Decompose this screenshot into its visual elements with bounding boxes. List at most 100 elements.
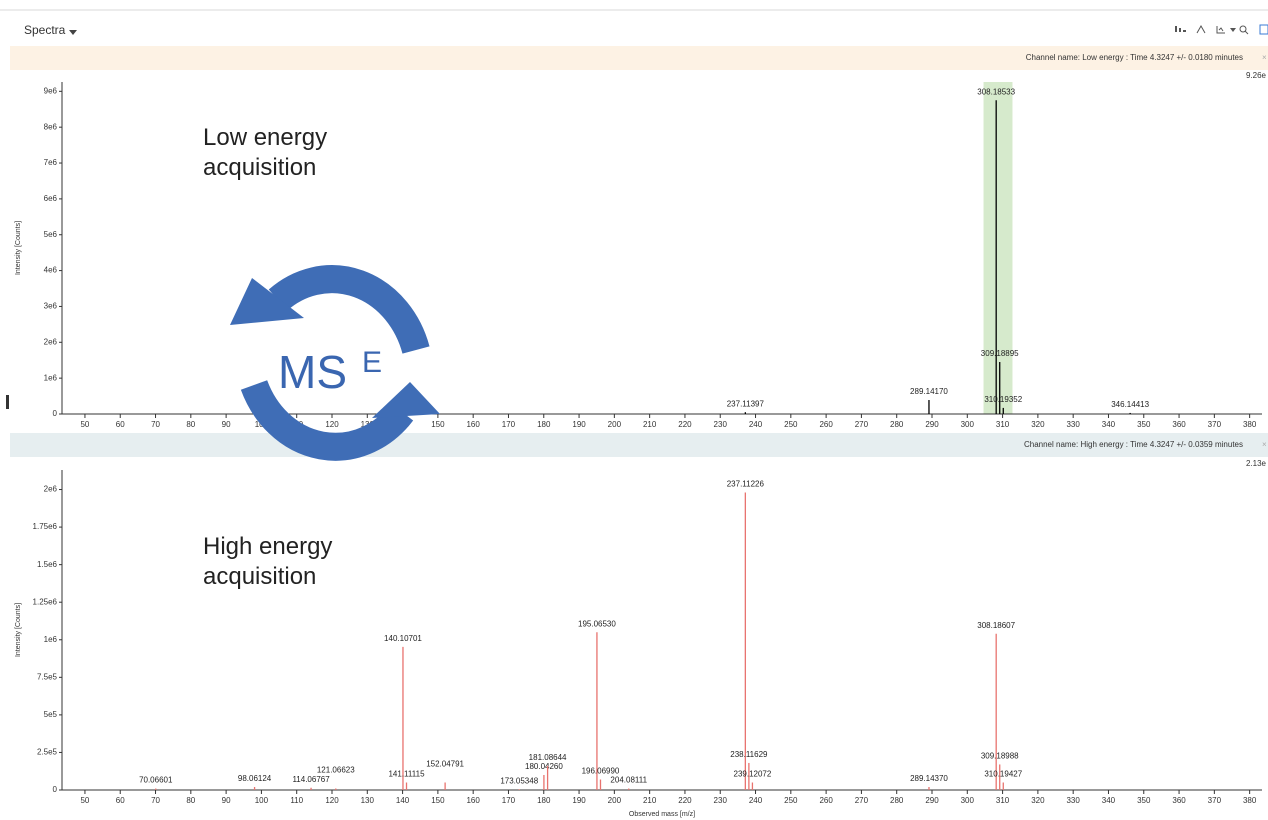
mse-superscript: E — [362, 346, 382, 379]
tool-icon[interactable] — [1259, 24, 1268, 35]
y-tick-label: 4e6 — [44, 266, 58, 275]
x-tick-label: 370 — [1208, 420, 1222, 429]
peak-label: 181.08644 — [529, 753, 567, 762]
tool-icon[interactable] — [1239, 25, 1247, 33]
arrow-head — [230, 278, 304, 325]
x-tick-label: 300 — [961, 796, 975, 805]
x-tick-label: 190 — [572, 420, 586, 429]
tool-icon[interactable] — [1183, 30, 1186, 32]
x-tick-label: 130 — [361, 796, 375, 805]
tool-icon[interactable] — [1179, 28, 1181, 32]
max-intensity: 9.26e — [1246, 71, 1267, 80]
panel-title[interactable]: Spectra — [24, 23, 66, 37]
x-tick-label: 80 — [186, 796, 195, 805]
x-tick-label: 300 — [961, 420, 975, 429]
x-tick-label: 120 — [325, 420, 339, 429]
peak-label: 310.19427 — [984, 770, 1022, 779]
x-tick-label: 340 — [1102, 796, 1116, 805]
y-tick-label: 1.25e6 — [33, 597, 58, 606]
peak-label: 289.14170 — [910, 387, 948, 396]
channel-bar — [10, 433, 1268, 457]
x-tick-label: 370 — [1208, 796, 1222, 805]
x-tick-label: 230 — [714, 796, 728, 805]
x-tick-label: 180 — [537, 796, 551, 805]
x-tick-label: 340 — [1102, 420, 1116, 429]
y-tick-label: 1e6 — [44, 635, 58, 644]
x-tick-label: 210 — [643, 796, 657, 805]
x-tick-label: 320 — [1031, 420, 1045, 429]
peak-label: 346.14413 — [1111, 400, 1149, 409]
arrow-arc — [240, 379, 414, 461]
peak-label: 310.19352 — [984, 395, 1022, 404]
peak-label: 98.06124 — [238, 774, 272, 783]
arrow-head — [372, 382, 440, 418]
tool-icon[interactable] — [1230, 28, 1236, 32]
x-tick-label: 120 — [325, 796, 339, 805]
x-tick-label: 240 — [749, 420, 763, 429]
peak-label: 204.08111 — [610, 776, 647, 785]
x-tick-label: 60 — [116, 420, 125, 429]
x-tick-label: 280 — [890, 796, 904, 805]
x-tick-label: 380 — [1243, 420, 1257, 429]
close-icon[interactable]: × — [1262, 440, 1267, 449]
x-tick-label: 50 — [80, 796, 89, 805]
x-tick-label: 320 — [1031, 796, 1045, 805]
peak-label: 195.06530 — [578, 619, 616, 628]
channel-bar — [10, 46, 1268, 70]
x-tick-label: 250 — [784, 420, 798, 429]
x-tick-label: 310 — [996, 796, 1010, 805]
x-tick-label: 160 — [466, 796, 480, 805]
peak-label: 173.05348 — [500, 776, 538, 785]
x-tick-label: 60 — [116, 796, 125, 805]
max-intensity: 2.13e — [1246, 459, 1267, 468]
x-tick-label: 100 — [255, 796, 269, 805]
y-tick-label: 1.75e6 — [33, 522, 58, 531]
selection-highlight — [983, 82, 1013, 414]
x-tick-label: 140 — [396, 796, 410, 805]
peak-label: 309.18895 — [981, 349, 1019, 358]
y-tick-label: 7e6 — [44, 158, 58, 167]
x-tick-label: 360 — [1172, 420, 1186, 429]
arrow-arc — [268, 265, 430, 354]
y-tick-label: 3e6 — [44, 302, 58, 311]
peak-label: 308.18607 — [977, 621, 1015, 630]
dropdown-arrow[interactable] — [69, 30, 77, 35]
x-tick-label: 360 — [1172, 796, 1186, 805]
peak-label: 238.11629 — [730, 750, 768, 759]
tool-icon[interactable] — [1244, 30, 1249, 35]
toolbar — [1175, 24, 1268, 35]
x-tick-label: 280 — [890, 420, 904, 429]
x-tick-label: 330 — [1066, 420, 1080, 429]
peak-label: 196.06990 — [582, 767, 620, 776]
y-tick-label: 0 — [53, 785, 58, 794]
x-tick-label: 150 — [431, 796, 445, 805]
x-tick-label: 190 — [572, 796, 586, 805]
x-tick-label: 310 — [996, 420, 1010, 429]
x-tick-label: 200 — [608, 420, 622, 429]
x-tick-label: 270 — [855, 420, 869, 429]
peak-label: 114.06767 — [292, 775, 330, 784]
y-tick-label: 9e6 — [44, 86, 58, 95]
cycle-arrows: MS E — [230, 265, 440, 461]
peak-label: 237.11226 — [727, 480, 765, 489]
tool-icon[interactable] — [1175, 26, 1177, 32]
tool-icon[interactable] — [1216, 26, 1225, 34]
x-tick-label: 380 — [1243, 796, 1257, 805]
y-axis-label: Intensity [Counts] — [15, 221, 22, 275]
x-tick-label: 160 — [466, 420, 480, 429]
splitter-handle[interactable] — [6, 395, 9, 409]
x-axis-label: Observed mass [m/z] — [629, 811, 695, 818]
x-tick-label: 270 — [855, 796, 869, 805]
low-energy-label: Low energy acquisition — [203, 124, 328, 181]
tool-icon[interactable] — [1196, 24, 1206, 34]
close-icon[interactable]: × — [1262, 53, 1267, 62]
x-tick-label: 210 — [643, 420, 657, 429]
x-tick-label: 50 — [80, 420, 89, 429]
x-tick-label: 350 — [1137, 796, 1151, 805]
y-axis-label: Intensity [Counts] — [15, 603, 22, 657]
high-energy-label: High energy acquisition — [203, 533, 333, 590]
peak-label: 180.04260 — [525, 762, 563, 771]
channel-name: Channel name: High energy : Time 4.3247 … — [1024, 440, 1243, 449]
y-tick-label: 5e6 — [44, 230, 58, 239]
